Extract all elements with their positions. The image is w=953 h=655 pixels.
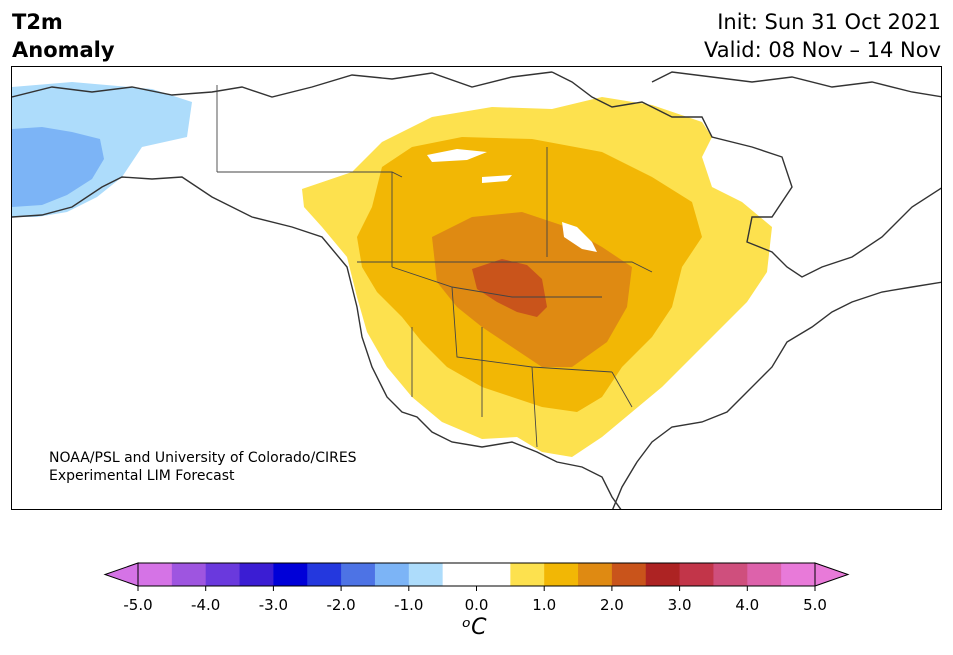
colorbar-unit: ᵒC (462, 615, 487, 640)
credit-line-2: Experimental LIM Forecast (49, 468, 235, 484)
title-line-2: Anomaly (12, 38, 115, 62)
init-date: Init: Sun 31 Oct 2021 (717, 10, 941, 34)
political-borders (216, 85, 653, 448)
colorbar-bin (781, 563, 816, 586)
valid-dates: Valid: 08 Nov – 14 Nov (704, 38, 941, 62)
colorbar-tick-label: -3.0 (259, 596, 288, 614)
colorbar-under-arrow (103, 562, 139, 587)
lake-patch (562, 222, 597, 252)
credit-text: NOAA/PSL and University of Colorado/CIRE… (49, 449, 357, 485)
title-line-1: T2m (12, 10, 63, 34)
colorbar-bin (679, 563, 714, 586)
colorbar-bin (307, 563, 342, 586)
anomaly-map (12, 71, 941, 509)
colorbar-over-arrow (814, 562, 850, 587)
map-panel (11, 66, 942, 510)
colorbar-bin (408, 563, 444, 586)
colorbar-tick-label: 3.0 (668, 596, 692, 614)
colorbar-bins (103, 562, 850, 587)
colorbar-bin (239, 563, 274, 586)
colorbar-tick-label: 1.0 (532, 596, 556, 614)
colorbar-bin (713, 563, 748, 586)
colorbar-tick-label: -1.0 (394, 596, 423, 614)
colorbar-bin (544, 563, 579, 586)
warm-anomaly-4 (472, 259, 547, 317)
colorbar-bin (374, 563, 410, 586)
lake-patch (482, 175, 512, 183)
colorbar-tick-label: -4.0 (191, 596, 220, 614)
colorbar-bin (645, 563, 681, 586)
colorbar-ticks: -5.0 -4.0 -3.0 -2.0 -1.0 0.0 1.0 2.0 3.0 4.0 5.0 (123, 586, 827, 614)
colorbar-bin (578, 563, 613, 586)
credit-line-1: NOAA/PSL and University of Colorado/CIRE… (49, 450, 357, 466)
coastlines (12, 71, 941, 509)
colorbar-bin (205, 563, 241, 586)
map-title: T2m Anomaly (12, 8, 115, 64)
colorbar-bin (442, 563, 477, 586)
forecast-dates: Init: Sun 31 Oct 2021 Valid: 08 Nov – 14… (704, 8, 941, 64)
colorbar-bin (171, 563, 207, 586)
cold-anomaly-medium (12, 127, 104, 207)
colorbar-bin (476, 563, 511, 586)
colorbar-bin (611, 563, 647, 586)
colorbar-bin (747, 563, 782, 586)
colorbar-bin (273, 563, 308, 586)
colorbar: -5.0 -4.0 -3.0 -2.0 -1.0 0.0 1.0 2.0 3.0 4.0 5.0 (103, 562, 850, 614)
colorbar-bin (138, 563, 173, 586)
colorbar-tick-label: 2.0 (600, 596, 624, 614)
colorbar-tick-label: 0.0 (465, 596, 489, 614)
colorbar-tick-label: -2.0 (326, 596, 355, 614)
colorbar-tick-label: 5.0 (803, 596, 827, 614)
colorbar-tick-label: -5.0 (123, 596, 152, 614)
colorbar-tick-label: 4.0 (735, 596, 759, 614)
colorbar-bin (341, 563, 376, 586)
colorbar-bin (510, 563, 545, 586)
lake-patch (427, 149, 487, 162)
